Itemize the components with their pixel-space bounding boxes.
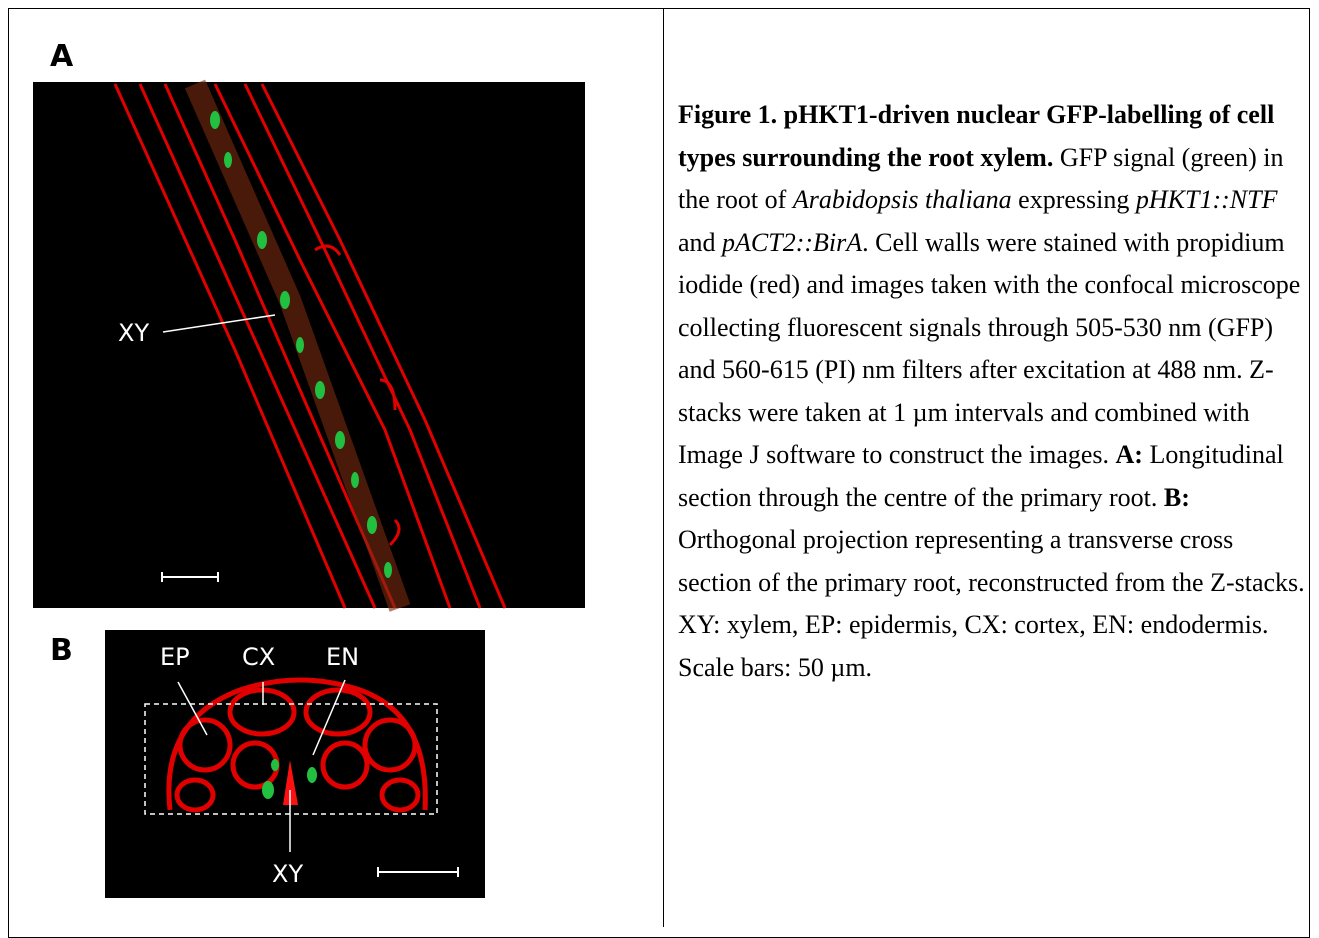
- panel-label: A: [50, 39, 74, 74]
- annotation: XY: [118, 319, 149, 347]
- figure-caption: Figure 1. pHKT1-driven nuclear GFP-label…: [678, 94, 1308, 689]
- caption-text: . Cell walls were stained with propidium…: [678, 228, 1300, 470]
- caption-text: expressing: [1012, 185, 1136, 214]
- caption-text: and: [678, 228, 722, 257]
- caption-italic: Arabidopsis thaliana: [793, 185, 1012, 214]
- caption-italic: pHKT1::NTF: [1136, 185, 1278, 214]
- column-divider: [663, 8, 664, 927]
- caption-italic: pACT2::BirA: [722, 228, 862, 257]
- page: A XY B EP CX EN XY Figure 1. pHKT1-drive: [0, 0, 1319, 927]
- caption-text: Orthogonal projection representing a tra…: [678, 525, 1305, 682]
- figure-panels: A XY B EP CX EN XY: [0, 0, 663, 927]
- annotation: EN: [326, 643, 359, 671]
- caption-bold: B:: [1164, 483, 1190, 512]
- caption-bold: A:: [1116, 440, 1143, 469]
- annotation: XY: [272, 860, 303, 888]
- panel-label: B: [50, 633, 73, 668]
- annotation: EP: [160, 643, 190, 671]
- annotation: CX: [242, 643, 275, 671]
